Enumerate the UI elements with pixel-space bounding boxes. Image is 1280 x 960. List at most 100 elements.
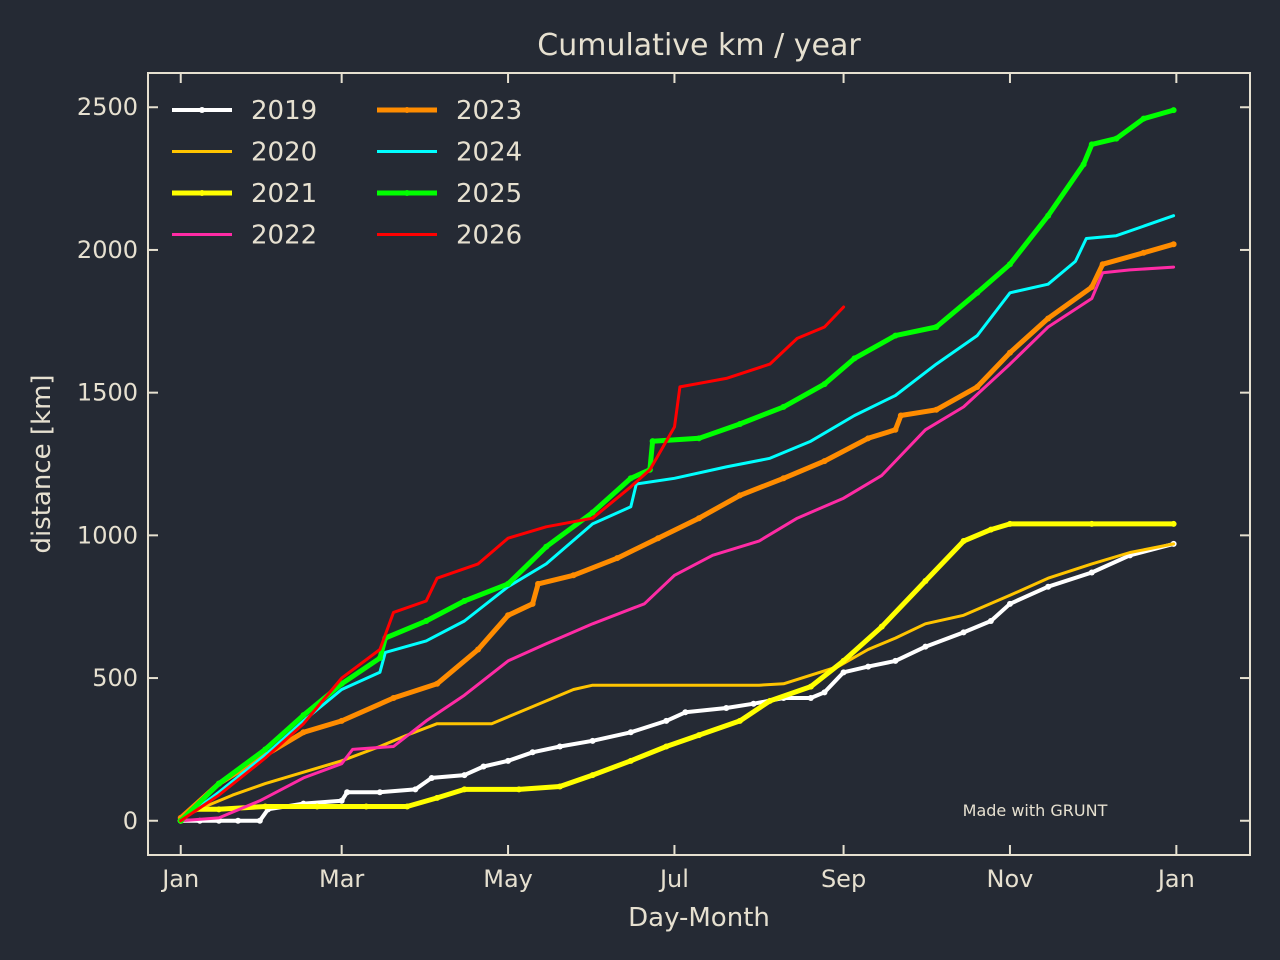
series-layer: [177, 107, 1177, 824]
point-2021-22: [987, 526, 994, 533]
point-2021-24: [1088, 520, 1095, 527]
series-2026: [179, 305, 846, 823]
series-2020: [179, 542, 1176, 820]
y-tick-label-2: 1000: [77, 521, 138, 549]
legend-item-2023: 2023: [377, 96, 522, 126]
point-2023-14: [696, 515, 702, 522]
legend-marker-2023: [404, 107, 410, 113]
series-2021: [177, 520, 1177, 824]
point-2019-3: [235, 817, 242, 824]
point-2023-15: [736, 492, 743, 499]
point-2021-16: [766, 697, 773, 704]
point-2025-12: [627, 475, 634, 482]
point-2019-8: [344, 789, 351, 796]
legend-label-2020: 2020: [251, 138, 317, 168]
point-2025-14: [649, 438, 656, 445]
point-2023-21: [933, 406, 940, 413]
legend-marker-2021: [199, 190, 205, 196]
point-2023-16: [780, 475, 787, 482]
point-2025-5: [376, 655, 383, 662]
point-2025-21: [933, 324, 940, 331]
point-2025-3: [300, 712, 307, 719]
point-2021-2: [215, 806, 222, 813]
point-2021-21: [960, 538, 967, 545]
point-2019-31: [987, 617, 994, 624]
plot-frame: [147, 72, 1251, 856]
point-2025-25: [1080, 161, 1087, 168]
series-line-2024: [179, 214, 1176, 823]
point-2023-25: [1088, 284, 1095, 291]
legend-label-2021: 2021: [251, 179, 317, 209]
series-line-2025: [178, 107, 1177, 824]
point-2025-7: [423, 617, 430, 624]
legend-label-2024: 2024: [456, 138, 522, 168]
point-2025-29: [1170, 107, 1177, 114]
point-2025-17: [780, 403, 787, 410]
legend: 2019 2020 2021 2022 2023 2024 2025 2026: [172, 96, 522, 251]
point-2019-12: [461, 772, 468, 779]
point-2021-23: [1006, 520, 1013, 527]
point-2019-22: [750, 700, 757, 707]
point-2021-14: [696, 732, 702, 739]
point-2021-5: [363, 803, 370, 810]
point-2023-28: [1170, 241, 1177, 248]
point-2025-28: [1140, 115, 1147, 122]
point-2023-13: [655, 535, 662, 542]
point-2023-23: [1006, 349, 1013, 356]
point-2023-9: [529, 600, 536, 607]
series-2022: [179, 265, 1176, 823]
y-tick-label-5: 2500: [77, 93, 138, 121]
series-2024: [179, 214, 1176, 823]
point-2021-7: [434, 794, 441, 801]
x-tick-label-4: Sep: [821, 865, 866, 893]
point-2025-1: [215, 780, 222, 787]
point-2019-32: [1006, 600, 1013, 607]
legend-label-2025: 2025: [456, 179, 522, 209]
point-2023-27: [1140, 249, 1147, 256]
point-2023-6: [434, 680, 441, 687]
y-tick-label-1: 500: [92, 664, 138, 692]
chart-annotation: Made with GRUNT: [963, 801, 1108, 820]
point-2021-8: [461, 786, 468, 793]
point-2025-23: [1006, 261, 1013, 268]
point-2023-19: [892, 426, 899, 433]
series-line-2026: [179, 305, 846, 823]
point-2021-25: [1170, 520, 1177, 527]
legend-item-2025: 2025: [377, 179, 522, 209]
point-2023-20: [897, 412, 904, 419]
y-axis-label: distance [km]: [27, 374, 57, 553]
point-2025-18: [821, 381, 828, 388]
legend-label-2026: 2026: [456, 221, 522, 251]
point-2025-19: [851, 355, 858, 362]
legend-label-2019: 2019: [251, 96, 317, 126]
point-2019-18: [627, 729, 634, 736]
point-2021-15: [736, 717, 743, 724]
point-2025-16: [736, 421, 743, 428]
x-tick-label-5: Nov: [987, 865, 1034, 893]
series-line-2022: [179, 265, 1176, 823]
point-2019-14: [505, 757, 512, 764]
point-2023-8: [505, 612, 512, 619]
point-2019-16: [556, 743, 563, 750]
point-2019-21: [723, 705, 730, 712]
legend-label-2022: 2022: [251, 221, 317, 251]
legend-item-2020: 2020: [172, 138, 317, 168]
point-2025-22: [974, 289, 981, 296]
point-2025-11: [589, 509, 596, 516]
y-tick-label-4: 2000: [77, 236, 138, 264]
point-2021-12: [627, 757, 634, 764]
series-line-2023: [178, 241, 1177, 821]
series-line-2021: [178, 521, 1177, 824]
series-line-2020: [179, 542, 1176, 820]
point-2025-8: [461, 597, 468, 604]
legend-label-2023: 2023: [456, 96, 522, 126]
point-2019-30: [960, 629, 967, 636]
point-2021-19: [878, 623, 885, 630]
point-2025-15: [696, 435, 702, 442]
series-line-2019: [178, 541, 1176, 823]
point-2023-11: [570, 572, 577, 579]
point-2021-18: [840, 657, 847, 664]
point-2021-11: [589, 772, 596, 779]
point-2019-27: [865, 663, 872, 670]
